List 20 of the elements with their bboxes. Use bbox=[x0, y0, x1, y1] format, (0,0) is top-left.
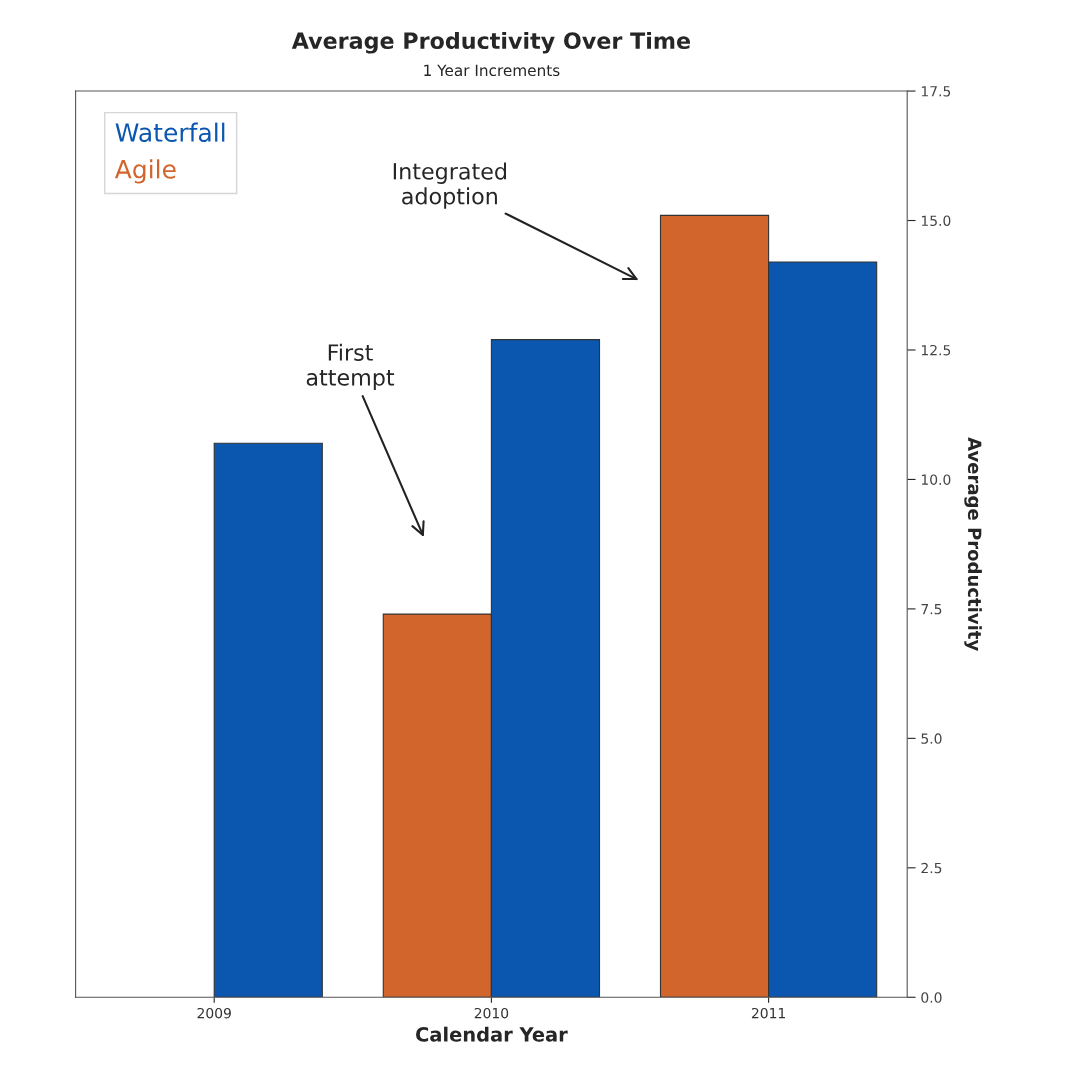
y-tick-label: 15.0 bbox=[921, 215, 951, 226]
annotation: First attempt bbox=[306, 343, 395, 391]
x-axis-title: Calendar Year bbox=[416, 1026, 568, 1042]
x-tick-label: 2011 bbox=[751, 1007, 785, 1019]
y-tick-label: 17.5 bbox=[921, 86, 951, 97]
x-tick-label: 2010 bbox=[474, 1007, 509, 1019]
y-tick-label: 10.0 bbox=[921, 474, 951, 485]
y-tick-label: 5.0 bbox=[921, 733, 942, 744]
y-tick-label: 7.5 bbox=[921, 604, 942, 615]
y-tick-label: 12.5 bbox=[921, 344, 951, 356]
text: Waterfall bbox=[115, 122, 225, 142]
annotation: Integrated adoption bbox=[393, 162, 506, 209]
x-tick-label: 2009 bbox=[197, 1007, 231, 1019]
y-axis-title: Average Productivity bbox=[964, 437, 982, 651]
y-tick-label: 0.0 bbox=[921, 992, 942, 1003]
text: Agile bbox=[114, 159, 176, 184]
bar bbox=[213, 442, 323, 998]
y-tick-label: 2.5 bbox=[921, 862, 942, 874]
chart-subtitle: 1 Year Increments bbox=[424, 64, 560, 77]
chart-title: Average Productivity Over Time bbox=[291, 31, 691, 54]
